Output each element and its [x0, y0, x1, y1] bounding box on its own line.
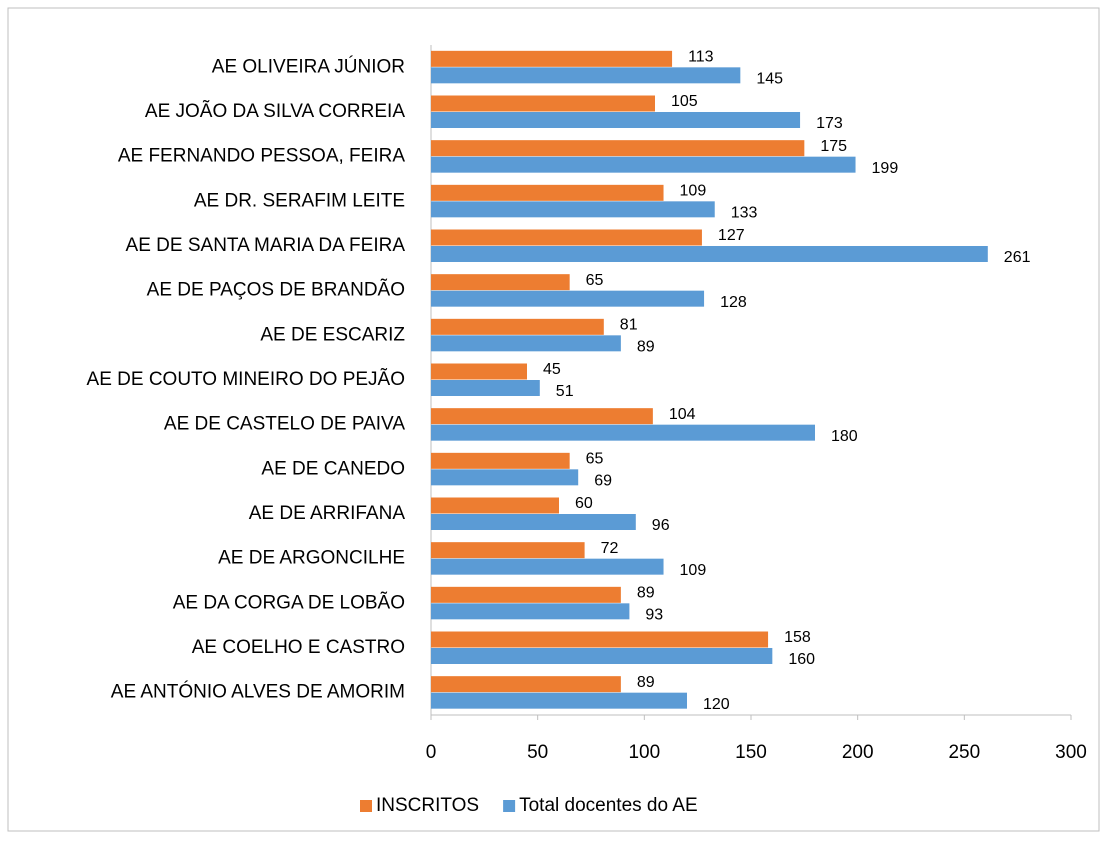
x-tick-label: 150 — [735, 742, 767, 763]
bar — [431, 452, 570, 469]
bar — [431, 67, 741, 84]
bar — [431, 201, 715, 218]
bar — [431, 290, 705, 307]
legend-label: Total docentes do AE — [519, 795, 698, 816]
legend-label: INSCRITOS — [376, 795, 479, 816]
value-label: 261 — [1004, 249, 1031, 266]
value-label: 145 — [756, 71, 783, 88]
value-label: 160 — [788, 651, 815, 668]
bar — [431, 586, 621, 603]
bar — [431, 50, 673, 67]
value-label: 180 — [831, 428, 858, 445]
bar — [431, 318, 604, 335]
bar — [431, 229, 702, 246]
category-label: AE DE CASTELO DE PAIVA — [164, 414, 405, 435]
bar — [431, 408, 653, 425]
value-label: 60 — [575, 495, 593, 512]
category-label: AE DE PAÇOS DE BRANDÃO — [147, 279, 405, 301]
value-label: 158 — [784, 629, 811, 646]
category-label: AE DE ARGONCILHE — [218, 548, 405, 569]
value-label: 109 — [680, 562, 707, 579]
value-label: 133 — [731, 205, 758, 222]
bar — [431, 692, 687, 709]
x-tick-label: 100 — [628, 742, 660, 763]
bar — [431, 380, 540, 396]
value-label: 51 — [556, 383, 574, 400]
value-label: 65 — [586, 451, 604, 468]
legend-swatch — [503, 800, 516, 812]
bar — [431, 542, 585, 559]
bar — [431, 469, 579, 486]
bar — [431, 156, 856, 173]
category-label: AE ANTÓNIO ALVES DE AMORIM — [111, 681, 405, 703]
value-label: 113 — [688, 49, 714, 66]
category-label: AE DA CORGA DE LOBÃO — [173, 591, 405, 613]
legend-swatch — [360, 800, 372, 812]
value-label: 127 — [718, 227, 745, 244]
bar — [431, 140, 805, 157]
category-label: AE DE SANTA MARIA DA FEIRA — [126, 235, 406, 256]
category-label: AE JOÃO DA SILVA CORREIA — [145, 100, 405, 122]
bar — [431, 424, 815, 441]
category-label: AE DE COUTO MINEIRO DO PEJÃO — [87, 368, 405, 390]
bar — [431, 184, 664, 201]
category-label: AE OLIVEIRA JÚNIOR — [212, 55, 405, 77]
x-tick-label: 0 — [426, 742, 437, 763]
value-label: 199 — [872, 160, 899, 177]
bar — [431, 112, 801, 128]
bar — [431, 95, 655, 112]
value-label: 65 — [586, 272, 604, 289]
value-label: 93 — [645, 607, 663, 624]
category-label: AE DE ESCARIZ — [260, 324, 405, 345]
bar — [431, 558, 664, 575]
value-label: 109 — [680, 183, 707, 200]
value-label: 104 — [669, 406, 696, 423]
x-tick-label: 300 — [1055, 742, 1087, 763]
value-label: 96 — [652, 517, 670, 534]
category-label: AE DE ARRIFANA — [249, 503, 406, 524]
bar — [431, 631, 769, 648]
bar — [431, 335, 621, 352]
value-label: 89 — [637, 339, 655, 356]
bar — [431, 363, 527, 380]
category-label: AE FERNANDO PESSOA, FEIRA — [118, 146, 405, 167]
value-label: 128 — [720, 294, 747, 311]
bar — [431, 514, 636, 530]
bar — [431, 274, 570, 291]
value-label: 173 — [816, 115, 843, 132]
value-label: 89 — [637, 585, 655, 602]
category-label: AE DE CANEDO — [261, 458, 405, 479]
value-label: 45 — [543, 361, 561, 378]
bar — [431, 497, 559, 514]
category-label: AE COELHO E CASTRO — [192, 637, 405, 658]
value-label: 175 — [820, 138, 847, 155]
value-label: 72 — [601, 540, 619, 557]
bar — [431, 648, 773, 664]
x-tick-label: 200 — [842, 742, 874, 763]
category-label: AE DR. SERAFIM LEITE — [194, 190, 405, 211]
value-label: 89 — [637, 674, 655, 691]
bar — [431, 676, 621, 693]
x-tick-label: 250 — [948, 742, 980, 763]
value-label: 105 — [671, 93, 698, 110]
value-label: 69 — [594, 473, 612, 490]
bar — [431, 246, 988, 262]
value-label: 120 — [703, 696, 730, 713]
value-label: 81 — [620, 317, 638, 334]
x-tick-label: 50 — [527, 742, 548, 763]
bar — [431, 603, 630, 620]
